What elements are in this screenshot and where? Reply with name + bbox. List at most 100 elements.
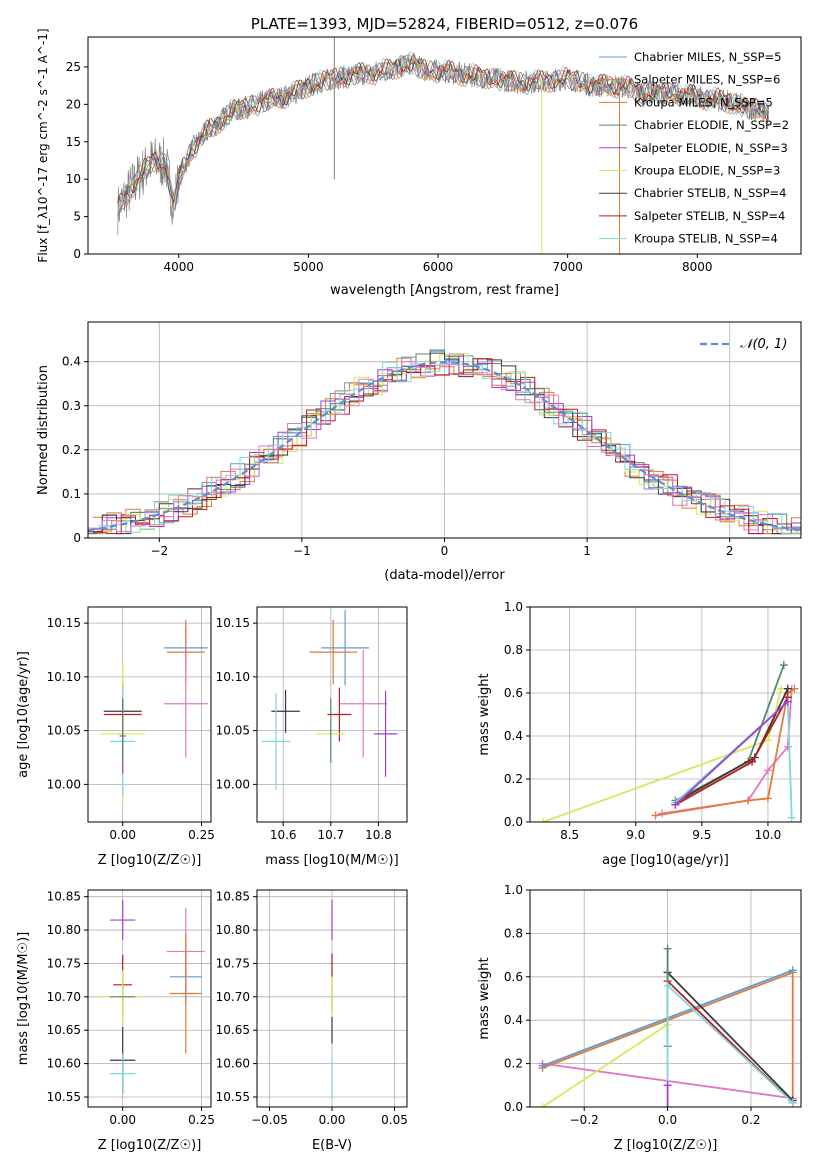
x-axis-label: mass [log10(M/M☉)] xyxy=(265,853,398,868)
weight-marker xyxy=(783,684,792,693)
residual-histogram-7 xyxy=(92,358,801,535)
x-tick-label: 0.00 xyxy=(109,1113,136,1127)
weight_vs_Z-plot-area xyxy=(538,944,797,1107)
y-tick-label: 0.6 xyxy=(504,970,523,984)
x-axis-label: (data-model)/error xyxy=(384,568,505,583)
y-tick-label: 0.6 xyxy=(504,686,523,700)
x-tick-label: 9.0 xyxy=(626,828,645,842)
model-spectrum-3 xyxy=(117,54,769,215)
model-spectrum-5 xyxy=(117,56,769,214)
weight-marker xyxy=(538,1103,547,1107)
weight_vs_age-frame xyxy=(529,606,802,823)
weight-marker xyxy=(744,796,753,805)
legend-entry: Salpeter STELIB, N_SSP=4 xyxy=(634,209,785,223)
y-tick-label: 10.75 xyxy=(47,956,81,970)
x-axis-label: Z [log10(Z/Z☉)] xyxy=(98,1138,202,1153)
chart-title: PLATE=1393, MJD=52824, FIBERID=0512, z=0… xyxy=(251,15,638,33)
x-tick-label: 8000 xyxy=(682,260,713,274)
x-axis-label: age [log10(age/yr)] xyxy=(602,853,729,868)
mass_vs_Z-plot-area xyxy=(100,900,205,1094)
y-tick-label: 10.10 xyxy=(47,670,81,684)
y-tick-label: 10.65 xyxy=(216,1023,250,1037)
spectrum-panel: 4000 5000 6000 7000 8000 0 5 10 15 20 25 PLATE=1393… xyxy=(36,15,802,298)
y-tick-label: 10.60 xyxy=(216,1057,250,1071)
legend-entry: Chabrier MILES, N_SSP=5 xyxy=(634,50,781,64)
x-tick-label: 0.2 xyxy=(741,1113,760,1127)
y-tick-label: 10.55 xyxy=(47,1090,81,1104)
y-tick-label: 10.80 xyxy=(47,923,81,937)
x-tick-label: 0 xyxy=(441,544,449,558)
y-axis-label: mass weight xyxy=(477,957,492,1039)
x-tick-label: 5000 xyxy=(293,260,324,274)
y-tick-label: 10.70 xyxy=(47,990,81,1004)
age_vs_Z-plot-area xyxy=(100,619,208,804)
weight-marker xyxy=(539,818,548,822)
x-tick-label: 8.5 xyxy=(560,828,579,842)
weight-marker xyxy=(663,981,672,990)
x-tick-label: 0.25 xyxy=(188,828,215,842)
weight-line-2 xyxy=(542,688,783,822)
y-tick-label: 1.0 xyxy=(504,600,523,614)
y-axis-label: Normed distribution xyxy=(36,365,51,495)
weight-marker xyxy=(748,757,757,766)
residual-histogram-1 xyxy=(92,356,801,535)
y-tick-label: 0.4 xyxy=(504,729,523,743)
weight-marker xyxy=(787,813,796,822)
weight-line-1 xyxy=(655,687,795,817)
residuals-panel: −2 −1 0 1 2 0 0.1 0.2 0.3 0.4 (data-model)/error No… xyxy=(36,321,802,583)
x-tick-label: 10.7 xyxy=(317,828,344,842)
y-tick-label: 0.2 xyxy=(504,772,523,786)
x-tick-label: 1 xyxy=(583,544,591,558)
x-axis-label: wavelength [Angstrom, rest frame] xyxy=(330,283,559,298)
y-tick-label: 10.15 xyxy=(216,616,250,630)
mass_vs_ebv-panel: −0.05 0.00 0.05 10.55 10.60 10.65 10.70 10.75 10… xyxy=(216,889,408,1153)
y-tick-label: 10.55 xyxy=(216,1090,250,1104)
x-tick-label: 10.6 xyxy=(270,828,297,842)
weight-marker xyxy=(663,1081,672,1090)
y-tick-label: 10.65 xyxy=(47,1023,81,1037)
y-tick-label: 0.0 xyxy=(504,1100,523,1114)
x-tick-label: 4000 xyxy=(163,260,194,274)
y-tick-label: 0.2 xyxy=(62,443,81,457)
x-tick-label: 0.25 xyxy=(188,1113,215,1127)
y-tick-label: 5 xyxy=(73,210,81,224)
residuals-plot-area xyxy=(88,349,801,535)
y-tick-label: 0.3 xyxy=(62,399,81,413)
y-tick-label: 10 xyxy=(66,172,81,186)
y-tick-label: 10.00 xyxy=(216,777,250,791)
weight-marker xyxy=(763,736,772,745)
y-tick-label: 0.1 xyxy=(62,487,81,501)
gaussian-curve xyxy=(88,360,801,532)
weight-marker xyxy=(651,811,660,820)
y-tick-label: 0.8 xyxy=(504,926,523,940)
spectrum-plot-area xyxy=(117,37,769,254)
x-tick-label: −2 xyxy=(150,544,168,558)
x-tick-label: 0.00 xyxy=(109,828,136,842)
y-tick-label: 10.75 xyxy=(216,956,250,970)
model-spectrum-8 xyxy=(117,51,769,209)
weight-marker xyxy=(538,1061,547,1070)
y-axis-label: age [log10(age/yr)] xyxy=(16,651,31,778)
weight-marker xyxy=(763,794,772,803)
x-tick-label: 10.0 xyxy=(755,828,782,842)
y-tick-label: 1.0 xyxy=(504,883,523,897)
x-tick-label: 6000 xyxy=(423,260,454,274)
x-axis-label: Z [log10(Z/Z☉)] xyxy=(614,1138,718,1153)
weight-marker xyxy=(788,1098,797,1107)
residual-histogram-8 xyxy=(97,361,801,535)
x-tick-label: −0.05 xyxy=(251,1113,288,1127)
weight-marker xyxy=(663,944,672,953)
weight_vs_Z-frame xyxy=(529,889,802,1108)
x-axis-label: E(B-V) xyxy=(312,1138,352,1153)
legend-entry: Kroupa ELODIE, N_SSP=3 xyxy=(634,164,780,178)
weight-marker xyxy=(783,697,792,706)
x-tick-label: 0.00 xyxy=(319,1113,346,1127)
x-axis-label: Z [log10(Z/Z☉)] xyxy=(98,853,202,868)
legend-entry: Kroupa STELIB, N_SSP=4 xyxy=(634,232,778,246)
weight-marker xyxy=(779,661,788,670)
mass_vs_Z-panel: 0.00 0.25 10.55 10.60 10.65 10.70 10.75 10.80 10… xyxy=(16,889,215,1153)
model-spectrum-4 xyxy=(117,55,769,213)
x-tick-label: 7000 xyxy=(552,260,583,274)
weight_vs_Z-panel: −0.2 0.0 0.2 0.0 0.2 0.4 0.6 0.8 1.0 Z [log10(Z/Z… xyxy=(477,883,802,1153)
weight-line-0 xyxy=(662,688,793,815)
